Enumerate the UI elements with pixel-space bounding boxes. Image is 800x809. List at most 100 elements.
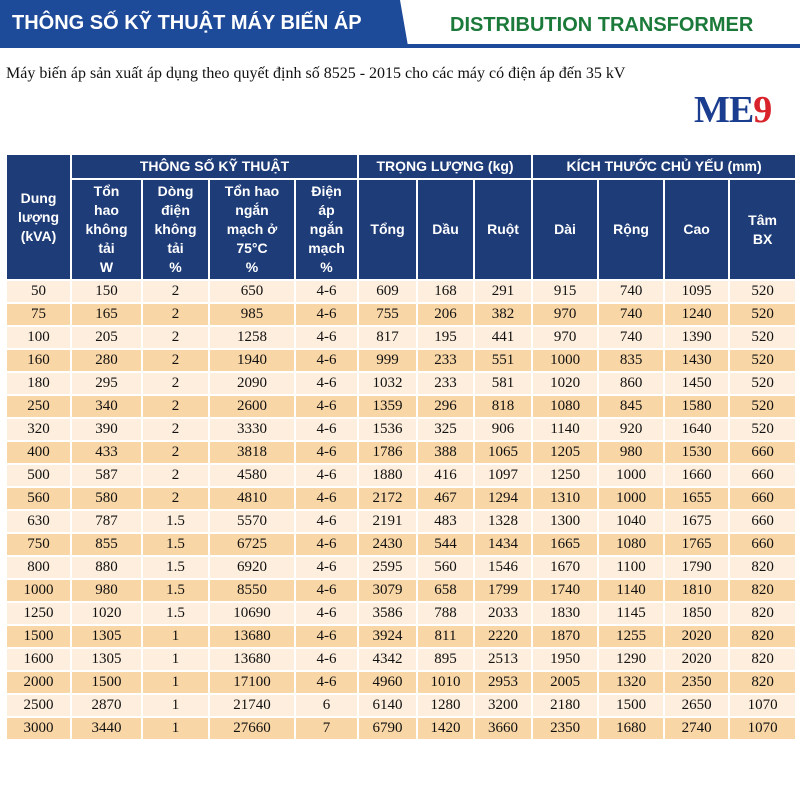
logo-text: ME [694,89,754,131]
table-cell: 970 [531,325,600,350]
table-cell: 1359 [357,394,419,419]
table-cell: 1145 [597,601,666,626]
table-cell: 860 [597,371,666,396]
table-cell: 1940 [208,348,296,373]
title: THÔNG SỐ KỸ THUẬT MÁY BIẾN ÁP [12,12,362,34]
column-header: Dầu [416,178,476,281]
table-cell: 6 [293,693,360,718]
table-cell: 1032 [357,371,419,396]
table-cell: 5570 [208,509,296,534]
table-cell: 3924 [357,624,419,649]
column-header: Dài [531,178,600,281]
table-cell: 4-6 [293,624,360,649]
table-cell: 1675 [663,509,731,534]
table-cell: 1580 [663,394,731,419]
table-cell: 6790 [357,716,419,741]
table-cell: 580 [70,486,143,511]
table-cell: 1500 [70,670,143,695]
table-cell: 467 [416,486,476,511]
table-cell: 3586 [357,601,419,626]
table-cell: 1500 [597,693,666,718]
table-cell: 1 [141,624,210,649]
table-cell: 10690 [208,601,296,626]
table-cell: 2595 [357,555,419,580]
logo-text: 9 [753,89,772,131]
table-cell: 250 [5,394,72,419]
table-cell: 4-6 [293,440,360,465]
table-cell: 3440 [70,716,143,741]
table-cell: 520 [728,371,798,396]
table-row: 630 787 1.5 5570 4-6 2191 483 1328 1300 1040 1675 6… [5,509,798,534]
table-cell: 740 [597,302,666,327]
group-header: KÍCH THƯỚC CHỦ YẾU (mm) [531,153,798,180]
table-cell: 1640 [663,417,731,442]
table-cell: 206 [416,302,476,327]
table-cell: 1450 [663,371,731,396]
table-cell: 2220 [473,624,534,649]
table-cell: 999 [357,348,419,373]
table-cell: 325 [416,417,476,442]
subtitle: DISTRIBUTION TRANSFORMER [450,14,754,36]
table-cell: 205 [70,325,143,350]
table-cell: 390 [70,417,143,442]
table-row: 2500 2870 1 21740 6 6140 1280 3200 2180 1500 2650 1… [5,693,798,718]
table-cell: 1305 [70,647,143,672]
table-cell: 1.5 [141,578,210,603]
table-cell: 820 [728,578,798,603]
table-cell: 2350 [531,716,600,741]
table-cell: 820 [728,601,798,626]
table-cell: 1040 [597,509,666,534]
table-cell: 433 [70,440,143,465]
table-cell: 820 [728,670,798,695]
table-cell: 1290 [597,647,666,672]
group-header: TRỌNG LƯỢNG (kg) [357,153,534,180]
table-cell: 2 [141,348,210,373]
table-cell: 660 [728,486,798,511]
table-cell: 1680 [597,716,666,741]
table-cell: 320 [5,417,72,442]
table-cell: 2172 [357,486,419,511]
table-cell: 2 [141,325,210,350]
table-cell: 985 [208,302,296,327]
table-cell: 1300 [531,509,600,534]
table-cell: 4-6 [293,279,360,304]
table-cell: 980 [70,578,143,603]
table-cell: 150 [70,279,143,304]
table-cell: 630 [5,509,72,534]
table-cell: 660 [728,509,798,534]
table-cell: 2090 [208,371,296,396]
table-cell: 500 [5,463,72,488]
table-cell: 4342 [357,647,419,672]
table-cell: 755 [357,302,419,327]
table-cell: 1328 [473,509,534,534]
table-cell: 27660 [208,716,296,741]
title-band [0,0,408,46]
table-cell: 2180 [531,693,600,718]
table-cell: 233 [416,348,476,373]
table-cell: 4810 [208,486,296,511]
table-cell: 3818 [208,440,296,465]
table-cell: 970 [531,302,600,327]
table-cell: 520 [728,417,798,442]
table-cell: 820 [728,647,798,672]
table-cell: 1810 [663,578,731,603]
table-cell: 2020 [663,624,731,649]
table-row: 160 280 2 1940 4-6 999 233 551 1000 835 1430 520 [5,348,798,373]
table-cell: 7 [293,716,360,741]
table-cell: 1536 [357,417,419,442]
table-cell: 1600 [5,647,72,672]
table-cell: 1258 [208,325,296,350]
table-cell: 2 [141,486,210,511]
table-cell: 2513 [473,647,534,672]
table-row: 250 340 2 2600 4-6 1359 296 818 1080 845 1580 520 [5,394,798,419]
table-row: 1000 980 1.5 8550 4-6 3079 658 1799 1740 1140 1810… [5,578,798,603]
table-cell: 2033 [473,601,534,626]
table-cell: 13680 [208,647,296,672]
table-cell: 895 [416,647,476,672]
table-cell: 2 [141,463,210,488]
column-header: Điện áp ngắn mạch % [293,178,360,281]
table-cell: 2005 [531,670,600,695]
table-cell: 2953 [473,670,534,695]
table-cell: 920 [597,417,666,442]
